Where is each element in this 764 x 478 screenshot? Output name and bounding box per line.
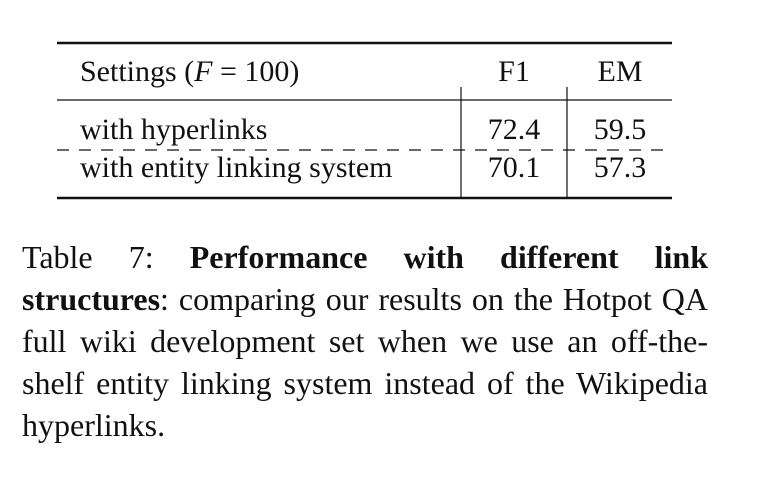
caption-title: Performance with different link structur… bbox=[22, 239, 709, 317]
header-text: = 100) bbox=[212, 55, 300, 88]
f1-value: 70.1 bbox=[487, 151, 541, 184]
header-em: EM bbox=[597, 55, 643, 88]
header-variable: F bbox=[194, 55, 213, 88]
row-label: with entity linking system bbox=[80, 151, 393, 184]
em-value: 59.5 bbox=[593, 113, 647, 146]
em-value: 57.3 bbox=[593, 151, 647, 184]
caption: Table 7: Performance with different link… bbox=[22, 236, 708, 446]
caption-label: Table 7: bbox=[22, 239, 154, 275]
f1-value: 72.4 bbox=[487, 113, 541, 146]
header-settings: Settings (F = 100) bbox=[80, 54, 299, 90]
caption-text: : comparing our results on the Hotpot QA… bbox=[22, 281, 708, 443]
header-text: Settings ( bbox=[80, 55, 195, 88]
header-f1: F1 bbox=[498, 55, 530, 88]
row-label: with hyperlinks bbox=[80, 113, 268, 146]
